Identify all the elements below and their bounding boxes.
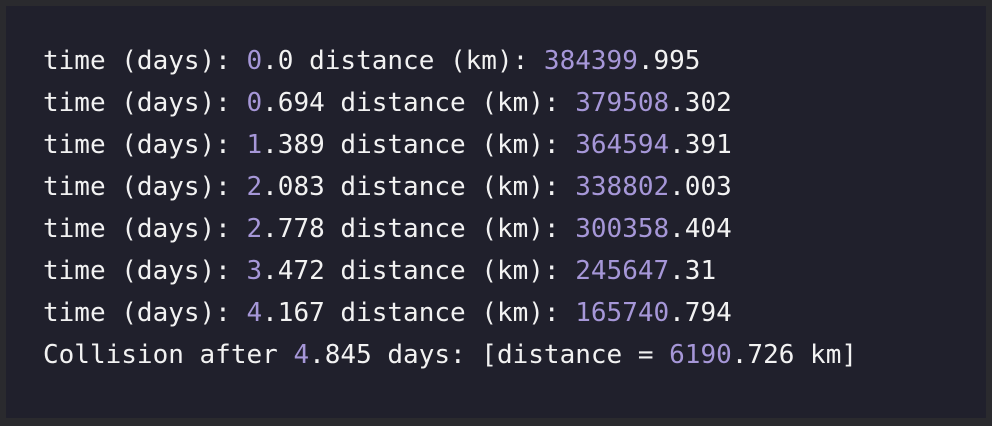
time-label: time (days): xyxy=(43,172,247,202)
time-label: time (days): xyxy=(43,88,247,118)
distance-value-frac: .404 xyxy=(669,214,732,244)
distance-value-frac: .391 xyxy=(669,130,732,160)
terminal-output: time (days): 0.0 distance (km): 384399.9… xyxy=(6,6,986,418)
time-value-int: 2 xyxy=(246,172,263,202)
distance-label: distance (km): xyxy=(324,256,576,286)
time-label: time (days): xyxy=(43,256,247,286)
distance-label: distance (km): xyxy=(324,172,576,202)
distance-label: distance (km): xyxy=(293,46,544,76)
time-value-frac: .778 xyxy=(262,214,325,244)
time-label: time (days): xyxy=(43,298,247,328)
time-value-int: 3 xyxy=(246,256,263,286)
time-label: time (days): xyxy=(43,46,247,76)
time-value-int: 1 xyxy=(246,130,263,160)
time-value-frac: .083 xyxy=(262,172,325,202)
distance-value-int: 364594 xyxy=(575,130,670,160)
collision-days-int: 4 xyxy=(293,340,310,370)
collision-distance-frac: .726 xyxy=(731,340,795,370)
distance-value-int: 245647 xyxy=(575,256,670,286)
time-value-int: 0 xyxy=(246,88,263,118)
collision-prefix: Collision after xyxy=(43,340,294,370)
distance-value-frac: .31 xyxy=(669,256,717,286)
time-label: time (days): xyxy=(43,130,247,160)
time-value-frac: .389 xyxy=(262,130,325,160)
output-line: time (days): 1.389 distance (km): 364594… xyxy=(43,124,986,166)
distance-value-frac: .794 xyxy=(669,298,732,328)
distance-value-int: 379508 xyxy=(575,88,670,118)
distance-value-int: 384399 xyxy=(543,46,638,76)
collision-suffix: km] xyxy=(794,340,858,370)
collision-distance-int: 6190 xyxy=(669,340,732,370)
output-line: time (days): 3.472 distance (km): 245647… xyxy=(43,250,986,292)
distance-label: distance (km): xyxy=(324,130,576,160)
time-value-int: 4 xyxy=(246,298,263,328)
time-value-frac: .694 xyxy=(262,88,325,118)
time-value-frac: .167 xyxy=(262,298,325,328)
output-line: time (days): 4.167 distance (km): 165740… xyxy=(43,292,986,334)
collision-middle: days: [distance = xyxy=(371,340,670,370)
time-value-int: 2 xyxy=(246,214,263,244)
output-line: time (days): 0.694 distance (km): 379508… xyxy=(43,82,986,124)
distance-label: distance (km): xyxy=(324,88,576,118)
time-value-int: 0 xyxy=(246,46,263,76)
time-value-frac: .472 xyxy=(262,256,325,286)
distance-label: distance (km): xyxy=(324,214,576,244)
distance-value-int: 165740 xyxy=(575,298,670,328)
time-value-frac: .0 xyxy=(262,46,294,76)
distance-value-int: 300358 xyxy=(575,214,670,244)
time-label: time (days): xyxy=(43,214,247,244)
distance-value-frac: .003 xyxy=(669,172,732,202)
distance-label: distance (km): xyxy=(324,298,576,328)
distance-value-frac: .302 xyxy=(669,88,732,118)
distance-value-frac: .995 xyxy=(637,46,701,76)
output-line: time (days): 0.0 distance (km): 384399.9… xyxy=(43,40,986,82)
output-line: time (days): 2.083 distance (km): 338802… xyxy=(43,166,986,208)
output-line: time (days): 2.778 distance (km): 300358… xyxy=(43,208,986,250)
distance-value-int: 338802 xyxy=(575,172,670,202)
collision-line: Collision after 4.845 days: [distance = … xyxy=(43,334,986,376)
collision-days-frac: .845 xyxy=(309,340,372,370)
